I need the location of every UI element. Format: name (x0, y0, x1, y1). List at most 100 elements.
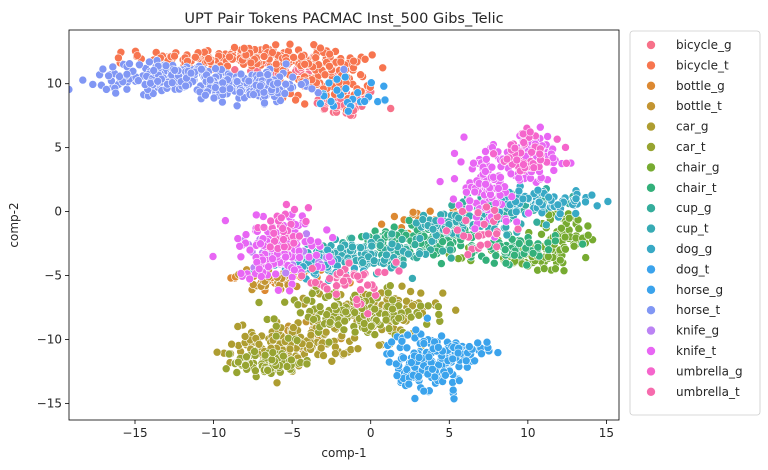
data-point (269, 229, 279, 238)
data-point (311, 278, 320, 287)
data-point (218, 97, 227, 107)
data-point (133, 51, 142, 60)
data-point (264, 262, 273, 272)
legend-label: car_t (676, 140, 706, 154)
plot-frame (68, 29, 620, 421)
legend-label: bottle_g (676, 79, 725, 93)
data-point (390, 212, 399, 221)
data-point (324, 78, 334, 88)
data-point (543, 132, 552, 141)
data-point (446, 253, 456, 263)
data-point (487, 162, 497, 172)
data-point (450, 149, 459, 158)
data-point (281, 79, 291, 89)
data-point (352, 295, 362, 304)
data-point (424, 352, 434, 362)
data-point (562, 159, 571, 168)
data-point (249, 90, 258, 99)
data-point (360, 97, 369, 106)
data-point (268, 48, 277, 57)
legend-marker (646, 386, 656, 397)
data-point (332, 85, 342, 95)
data-point (533, 185, 543, 195)
data-point (484, 229, 493, 239)
data-point (258, 212, 268, 221)
data-point (434, 310, 444, 319)
data-point (377, 219, 386, 229)
data-point (146, 78, 155, 88)
data-point (241, 230, 251, 239)
data-point (209, 93, 219, 103)
data-point (448, 385, 458, 395)
data-point (167, 78, 177, 87)
data-point (306, 236, 315, 245)
data-point (285, 286, 294, 296)
data-point (319, 351, 328, 360)
data-point (241, 361, 250, 370)
legend-frame (629, 30, 761, 416)
data-point (285, 344, 295, 354)
data-point (445, 245, 455, 255)
y-tick-label: 10 (47, 77, 62, 91)
data-point (260, 350, 270, 360)
data-point (492, 229, 502, 239)
data-point (442, 226, 451, 236)
legend-item: chair_t (646, 181, 717, 195)
data-point (197, 64, 206, 74)
legend-marker (646, 183, 656, 193)
data-point (307, 289, 317, 298)
data-point (510, 250, 519, 260)
data-point (469, 158, 478, 168)
data-point (374, 340, 384, 350)
data-point (489, 258, 499, 268)
data-point (375, 241, 385, 250)
data-point (256, 239, 265, 248)
legend-label: bicycle_g (676, 38, 732, 52)
data-point (350, 327, 360, 337)
y-axis-label: comp-2 (7, 202, 21, 247)
data-point (244, 76, 254, 86)
legend-marker (646, 305, 656, 316)
data-point (234, 357, 243, 367)
data-point (325, 49, 335, 59)
data-point (361, 231, 371, 241)
data-point (436, 216, 446, 226)
data-point (271, 321, 281, 331)
data-point (489, 149, 498, 158)
x-tick-label: 15 (599, 426, 614, 440)
legend-item: umbrella_g (646, 364, 743, 378)
data-point (232, 101, 242, 111)
data-point (427, 237, 437, 246)
data-point (539, 264, 549, 273)
data-point (307, 264, 317, 273)
data-point (587, 190, 597, 200)
data-point (535, 149, 545, 159)
legend-item: dog_g (646, 242, 712, 256)
data-point (380, 95, 390, 105)
data-point (281, 59, 291, 69)
data-point (367, 50, 377, 60)
data-point (349, 56, 358, 66)
data-point (235, 87, 245, 97)
data-point (212, 347, 222, 357)
data-point (211, 83, 220, 92)
data-point (397, 281, 407, 291)
data-point (322, 284, 332, 294)
data-point (423, 301, 433, 311)
data-point (269, 314, 279, 324)
legend-label: knife_t (676, 344, 716, 358)
data-point (404, 216, 414, 225)
data-point (245, 245, 255, 255)
legend-label: cup_t (676, 222, 709, 236)
data-point (603, 197, 613, 206)
data-point (366, 78, 376, 87)
data-point (331, 289, 341, 299)
legend-item: cup_g (646, 201, 711, 215)
legend-marker (646, 366, 656, 377)
data-point (541, 220, 551, 230)
data-point (289, 53, 298, 62)
legend-marker (646, 203, 656, 213)
data-point (406, 287, 415, 296)
data-point (336, 57, 346, 67)
legend-label: umbrella_t (676, 385, 740, 399)
